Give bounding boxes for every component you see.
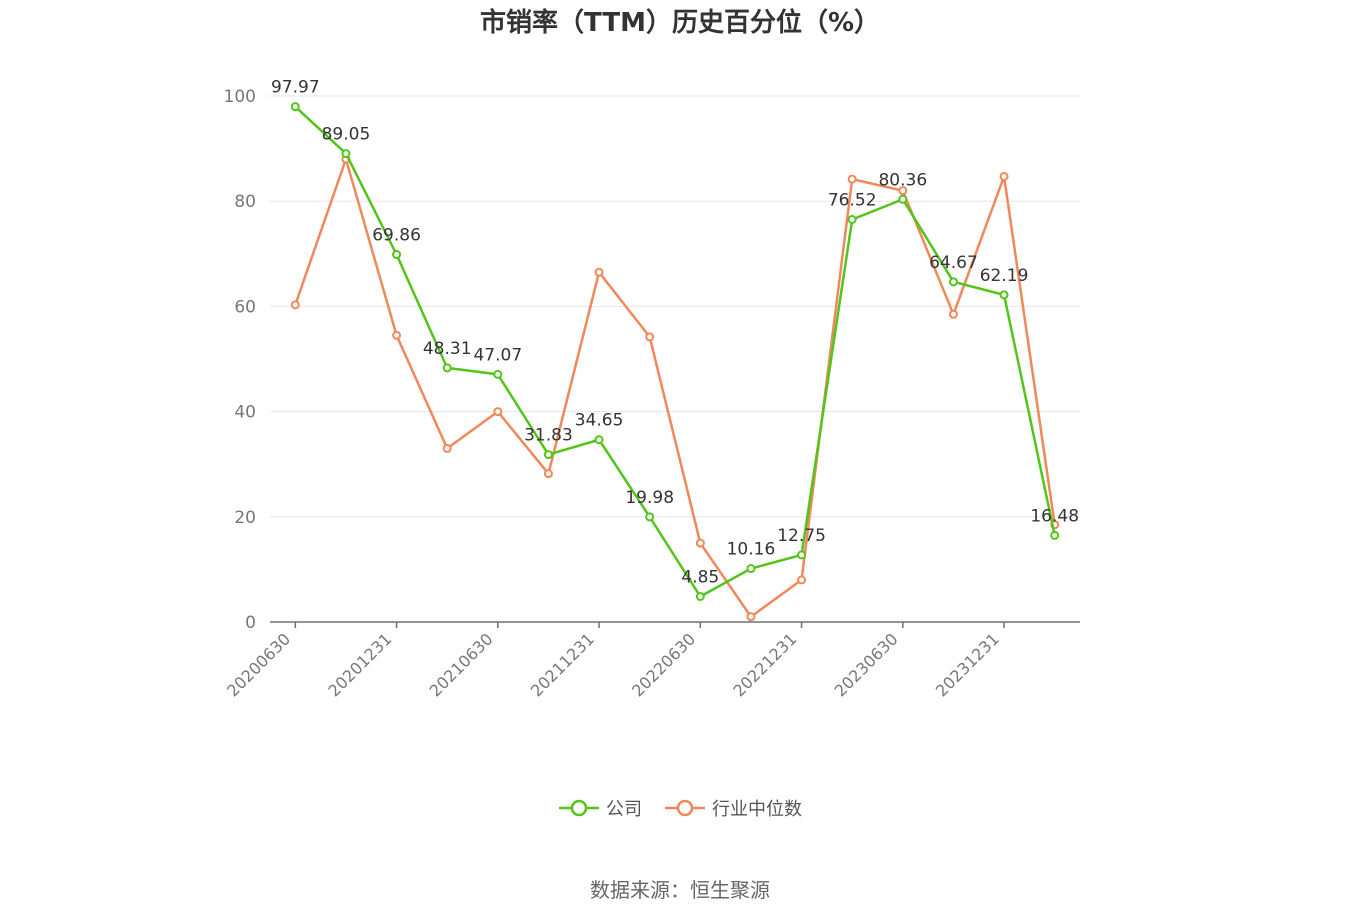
data-label: 97.97 [271,78,320,98]
y-tick-label: 60 [234,297,256,317]
legend-swatch-icon [559,799,599,817]
data-point [948,277,958,287]
data-point [847,174,857,184]
data-point [695,538,705,548]
data-point [948,309,958,319]
series-lines [290,102,1060,622]
y-tick-label: 80 [234,192,256,212]
x-tick-label: 20221231 [729,629,800,700]
data-point [1050,530,1060,540]
legend[interactable]: 公司 行业中位数 [0,795,1360,821]
data-label: 12.75 [777,526,826,546]
data-point [847,215,857,225]
data-point [645,332,655,342]
data-point [493,407,503,417]
data-point [290,300,300,310]
y-tick-label: 20 [234,508,256,528]
data-point [341,149,351,159]
data-label: 16.48 [1030,506,1079,526]
data-source-text: 数据来源：恒生聚源 [590,878,770,902]
data-point [543,469,553,479]
legend-item[interactable]: 公司 [558,795,642,821]
y-tick-label: 40 [234,403,256,423]
data-point [442,363,452,373]
chart-title: 市销率（TTM）历史百分位（%） [480,8,880,38]
data-point [392,330,402,340]
legend-label: 公司 [606,799,642,820]
data-label: 19.98 [625,488,674,508]
data-label: 64.67 [929,253,978,273]
data-point [695,591,705,601]
data-label: 76.52 [828,191,877,211]
data-point [797,550,807,560]
data-label: 48.31 [423,339,472,359]
x-tick-label: 20220630 [628,629,699,700]
data-point [797,575,807,585]
legend-swatch-marker [676,799,694,817]
data-point [442,443,452,453]
legend-item[interactable]: 行业中位数 [664,795,802,821]
data-point [290,102,300,112]
data-point [898,186,908,196]
data-point [543,450,553,460]
data-point [999,290,1009,300]
grid-lines [270,95,1080,518]
series-line [294,105,1056,598]
data-label: 4.85 [681,567,719,587]
data-label: 34.65 [575,411,624,431]
data-point [392,250,402,260]
data-label: 89.05 [322,125,371,145]
x-tick-label: 20200630 [223,629,294,700]
data-point [594,267,604,277]
data-point [746,612,756,622]
x-tick-label: 20231231 [932,629,1003,700]
data-point [746,564,756,574]
data-point [999,171,1009,181]
series-line [294,157,1056,618]
data-label: 10.16 [727,540,776,560]
data-point [645,512,655,522]
x-tick-label: 20230630 [831,629,902,700]
data-label: 62.19 [980,266,1029,286]
y-tick-label: 0 [245,613,256,633]
x-tick-label: 20211231 [527,629,598,700]
x-tick-label: 20210630 [426,629,497,700]
legend-swatch-icon [665,799,705,817]
data-label: 69.86 [372,226,421,246]
y-tick-label: 100 [224,87,256,107]
legend-label: 行业中位数 [712,799,802,820]
data-point [898,194,908,204]
data-point [594,435,604,445]
legend-swatch-marker [570,799,588,817]
x-tick-label: 20201231 [324,629,395,700]
data-label: 31.83 [524,426,573,446]
data-point [493,369,503,379]
data-label: 80.36 [878,170,927,190]
data-label: 47.07 [473,345,522,365]
